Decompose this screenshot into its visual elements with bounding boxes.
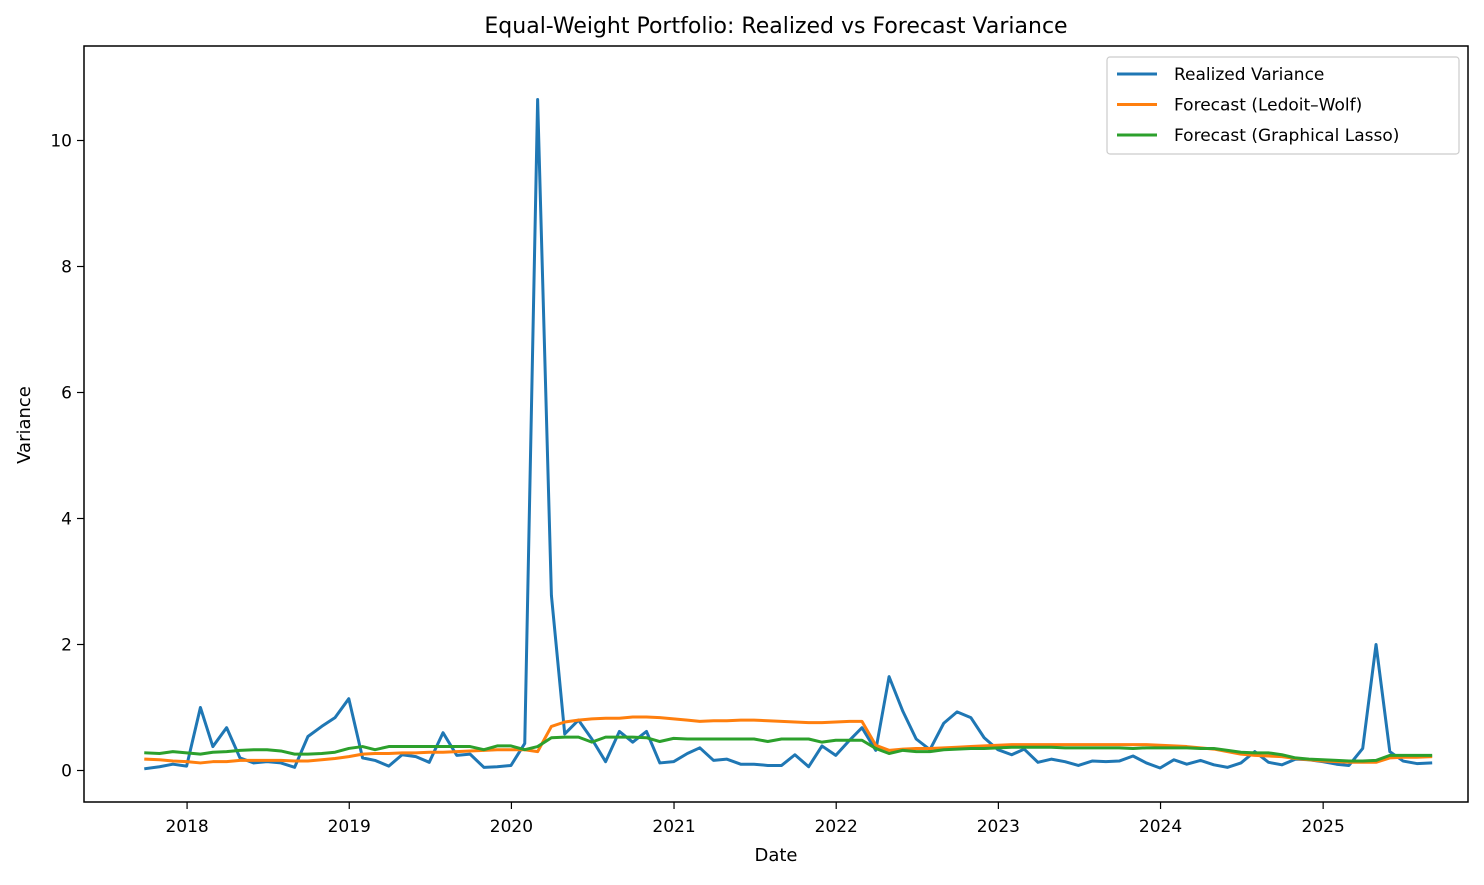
plot-area [144,98,1433,771]
axes-frame [83,45,1469,803]
x-tick-label-2025: 2025 [1302,817,1345,837]
legend-box [1106,56,1460,155]
x-tick-label-2021: 2021 [652,817,695,837]
legend-label-0: Realized Variance [1174,65,1324,85]
legend: Realized Variance Forecast (Ledoit–Wolf) F… [1106,56,1460,155]
series-lines [144,98,1433,771]
y-tick-label-10: 10 [50,132,72,152]
x-tick-label-2020: 2020 [490,817,533,837]
y-axis-label: Variance [14,386,35,464]
axes: 2018 2019 2020 2021 2022 2023 2024 2025 0 2 4 6 8 10 [50,45,1469,837]
legend-label-1: Forecast (Ledoit–Wolf) [1174,96,1362,116]
legend-label-2: Forecast (Graphical Lasso) [1174,126,1399,146]
x-axis-label: Date [754,845,797,866]
x-tick-label-2018: 2018 [165,817,208,837]
y-tick-label-6: 6 [61,384,72,404]
x-tick-label-2023: 2023 [977,817,1020,837]
series-line-2 [144,735,1433,763]
series-line-0 [144,98,1433,771]
y-tick-label-2: 2 [61,636,72,656]
y-tick-label-0: 0 [61,762,72,782]
y-tick-label-8: 8 [61,258,72,278]
x-tick-label-2024: 2024 [1139,817,1182,837]
chart-title: Equal-Weight Portfolio: Realized vs Fore… [484,14,1067,39]
y-tick-label-4: 4 [61,510,72,530]
x-tick-label-2022: 2022 [815,817,858,837]
x-tick-label-2019: 2019 [328,817,371,837]
